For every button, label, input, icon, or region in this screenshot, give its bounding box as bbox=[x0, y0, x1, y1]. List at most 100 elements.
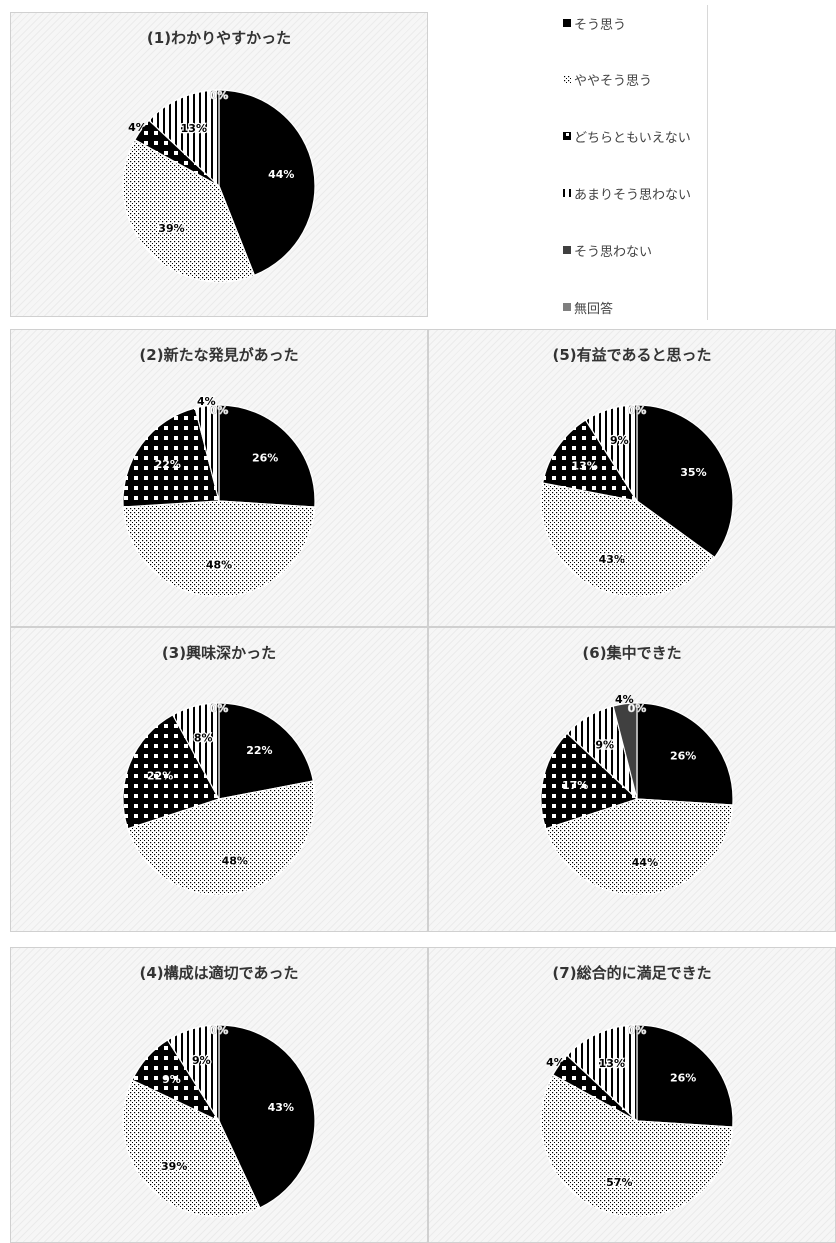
legend-label: 無回答 bbox=[574, 301, 614, 317]
slice-amari bbox=[566, 1024, 638, 1123]
data-label: 39% bbox=[161, 1160, 187, 1173]
pie-chart: 26% 44% 17% 9% 4%0% bbox=[540, 693, 734, 896]
slice-amari bbox=[584, 404, 638, 504]
chart-title: (1)わかりやすかった bbox=[146, 29, 292, 47]
data-label: 17% bbox=[562, 779, 588, 792]
chart-title: (7)総合的に満足できた bbox=[552, 964, 712, 982]
data-label: 22% bbox=[155, 458, 181, 471]
legend-label: どちらともいえない bbox=[574, 130, 691, 146]
slice-sou-omowanai bbox=[612, 702, 638, 800]
legend-item-soumou: そう思う bbox=[563, 13, 626, 33]
data-label: 22% bbox=[246, 744, 272, 757]
slice-sou-omou bbox=[218, 702, 315, 800]
data-label: 44% bbox=[268, 168, 294, 181]
data-label: 44% bbox=[632, 856, 658, 869]
data-label: 9% bbox=[610, 434, 629, 447]
pie-chart: 43%39%9%9%0%0% bbox=[122, 1023, 316, 1218]
data-label: 9% bbox=[595, 738, 614, 751]
data-label: 35% bbox=[680, 466, 706, 479]
data-label: 4% bbox=[615, 693, 634, 706]
chart-legend: そう思う ややそう思う どちらともいえない あまりそう思わない そう思わない 無… bbox=[428, 5, 708, 320]
data-label: 13% bbox=[571, 459, 597, 472]
data-label: 0% bbox=[628, 702, 647, 715]
data-label: 0% bbox=[210, 1024, 229, 1037]
chart-panel-4: (4)構成は適切であった 43% 39% 9% 9% 0% 0% bbox=[10, 947, 428, 1243]
slice-amari bbox=[148, 89, 220, 188]
slice-sou-omou bbox=[636, 404, 734, 559]
chart-title: (4)構成は適切であった bbox=[139, 964, 299, 982]
slice-yaya-sou-omou bbox=[122, 500, 316, 598]
data-label: 13% bbox=[181, 122, 207, 135]
legend-item-amari: あまりそう思わない bbox=[563, 183, 691, 203]
legend-swatch bbox=[563, 75, 571, 83]
data-label: 4% bbox=[197, 395, 216, 408]
chart-panel-7: (7)総合的に満足できた 26% 57% 4% 13% 0% 0% bbox=[428, 947, 836, 1243]
data-label: 57% bbox=[606, 1176, 632, 1189]
slice-sou-omou bbox=[218, 1024, 316, 1209]
data-label: 0% bbox=[628, 404, 647, 417]
data-label: 0% bbox=[628, 1024, 647, 1037]
legend-swatch bbox=[563, 246, 571, 254]
data-label: 9% bbox=[162, 1073, 181, 1086]
legend-swatch bbox=[563, 19, 571, 27]
chart-panel-3: (3)興味深かった 22% 48% 22% 8% 0% 0% bbox=[10, 627, 428, 932]
pie-chart: 22%48%22%8%0%0% bbox=[122, 701, 316, 896]
legend-swatch bbox=[563, 189, 571, 197]
slice-yaya-sou-omou bbox=[122, 1079, 261, 1218]
slice-sou-omou bbox=[636, 1024, 734, 1128]
slice-sou-omou bbox=[218, 89, 316, 277]
slice-yaya-sou-omou bbox=[540, 482, 716, 598]
data-label: 0% bbox=[210, 89, 229, 102]
slice-yaya-sou-omou bbox=[544, 798, 734, 896]
slice-amari bbox=[166, 1024, 220, 1124]
legend-label: ややそう思う bbox=[574, 73, 653, 89]
data-label: 0% bbox=[210, 89, 229, 102]
chart-panel-5: (5)有益であると思った 35% 43% 13% 9% 0% 0% bbox=[428, 329, 836, 627]
data-label: 43% bbox=[599, 553, 625, 566]
chart-title: (6)集中できた bbox=[582, 644, 682, 662]
data-label: 48% bbox=[222, 854, 248, 867]
data-label: 26% bbox=[670, 750, 696, 763]
pie-chart: 44%39%4% 13%0%0% bbox=[122, 89, 316, 283]
data-label: 8% bbox=[194, 732, 213, 745]
data-label: 0% bbox=[628, 404, 647, 417]
chart-title: (5)有益であると思った bbox=[552, 346, 712, 364]
slice-amari bbox=[171, 702, 220, 800]
data-label: 0% bbox=[210, 404, 229, 417]
data-label: 0% bbox=[210, 702, 229, 715]
pie-chart: 26%57%4% 13%0%0% bbox=[540, 1023, 734, 1218]
slice-sou-omou bbox=[218, 404, 316, 508]
legend-label: あまりそう思わない bbox=[574, 187, 692, 203]
slice-dochira bbox=[541, 419, 639, 502]
data-label: 26% bbox=[670, 1072, 696, 1085]
data-label: 4% bbox=[546, 1056, 565, 1069]
slice-dochira bbox=[540, 732, 639, 830]
slice-sou-omou bbox=[636, 702, 734, 806]
slice-yaya-sou-omou bbox=[540, 1073, 734, 1218]
data-label: 26% bbox=[252, 452, 278, 465]
chart-title: (2)新たな発見があった bbox=[139, 346, 299, 364]
legend-item-dochira: どちらともいえない bbox=[563, 126, 691, 146]
legend-item-yaya: ややそう思う bbox=[563, 69, 652, 89]
data-label: 0% bbox=[210, 1024, 229, 1037]
legend-label: そう思う bbox=[574, 17, 627, 33]
data-label: 13% bbox=[599, 1057, 625, 1070]
data-label: 9% bbox=[192, 1054, 211, 1067]
legend-label: そう思わない bbox=[574, 244, 653, 260]
slice-dochira bbox=[122, 714, 220, 830]
data-label: 43% bbox=[268, 1101, 294, 1114]
slice-amari bbox=[194, 404, 220, 502]
slice-yaya-sou-omou bbox=[122, 138, 256, 283]
chart-panel-2: (2)新たな発見があった 26% 48% 22% 4% 0% 0% bbox=[10, 329, 428, 627]
legend-swatch bbox=[563, 303, 571, 311]
data-label: 0% bbox=[628, 1024, 647, 1037]
data-label: 4% bbox=[128, 121, 147, 134]
legend-swatch bbox=[563, 132, 571, 140]
data-label: 0% bbox=[210, 702, 229, 715]
slice-yaya-sou-omou bbox=[126, 780, 316, 896]
data-label: 22% bbox=[147, 770, 173, 783]
pie-chart: 26%48%22%4%0%0% bbox=[122, 394, 316, 598]
chart-title: (3)興味深かった bbox=[161, 644, 277, 662]
legend-item-mukaitou: 無回答 bbox=[563, 297, 613, 317]
chart-panel-6: (6)集中できた 26% 44% 17% 9% 4% 0% bbox=[428, 627, 836, 932]
